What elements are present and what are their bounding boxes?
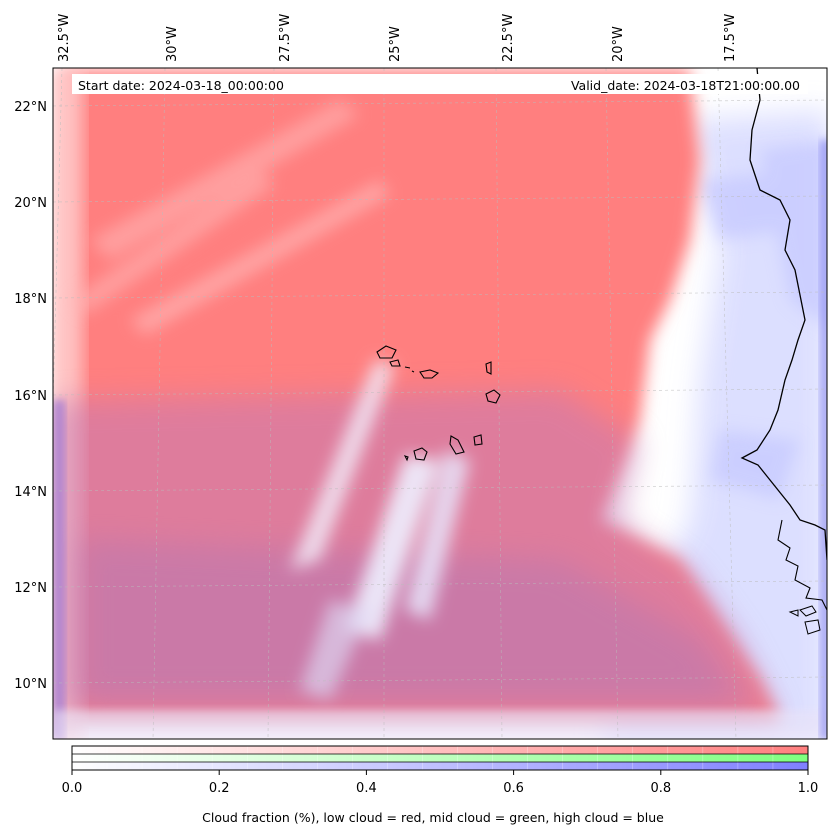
high-cloud-east-strip (820, 140, 827, 739)
lon-tick: 32.5°W (57, 14, 72, 62)
lon-tick: 27.5°W (278, 14, 293, 62)
lon-tick: 22.5°W (501, 14, 516, 62)
meridian-gridline (605, 68, 619, 739)
colorbar-high-cloud (72, 762, 808, 770)
colorbar-ticks: 0.0 0.2 0.4 0.6 0.8 1.0 (62, 770, 819, 796)
cloud-field (53, 68, 827, 739)
cape-verde-islands (376, 345, 501, 462)
gridlines (53, 68, 827, 739)
map-frame (52, 67, 828, 740)
lat-tick: 16°N (14, 389, 47, 404)
low-cloud-streaks (70, 100, 390, 335)
colorbar-frame (71, 745, 809, 771)
africa-coastline (740, 68, 827, 561)
bijagos-islands (788, 605, 821, 635)
lat-tick: 20°N (14, 196, 47, 211)
colorbar-tick-label: 0.4 (356, 781, 377, 796)
colorbar-tick-label: 1.0 (798, 781, 819, 796)
colorbar: 0.0 0.2 0.4 0.6 0.8 1.0 Cloud fraction (%), l… (62, 745, 819, 825)
africa-coastline-south (777, 519, 827, 611)
lon-tick: 20°W (611, 26, 626, 62)
header-box (72, 74, 808, 94)
lat-tick: 12°N (14, 581, 47, 596)
colorbar-tick-label: 0.6 (503, 781, 524, 796)
lat-tick: 14°N (14, 485, 47, 500)
meridian-gridline (717, 68, 737, 739)
colorbar-label: Cloud fraction (%), low cloud = red, mid… (202, 810, 664, 825)
lon-tick: 30°W (165, 26, 180, 62)
lat-tick: 10°N (14, 677, 47, 692)
mixed-cloud-core (80, 540, 740, 700)
lat-tick: 18°N (14, 292, 47, 307)
longitude-labels: 32.5°W 30°W 27.5°W 25°W 22.5°W 20°W 17.5… (57, 14, 738, 62)
colorbar-segments (106, 746, 774, 770)
colorbar-tick-label: 0.2 (209, 781, 230, 796)
bottom-margin (53, 710, 827, 739)
colorbar-tick-label: 0.8 (650, 781, 671, 796)
meridian-gridline (152, 68, 166, 739)
valid-date-label: Valid_date: 2024-03-18T21:00:00.00 (571, 78, 800, 93)
high-cloud-patches (700, 140, 827, 500)
lon-tick: 17.5°W (723, 14, 738, 62)
start-date-label: Start date: 2024-03-18_00:00:00 (78, 78, 284, 93)
meridian-gridline (495, 68, 503, 739)
lat-tick: 22°N (14, 100, 47, 115)
latitude-labels: 22°N 20°N 18°N 16°N 14°N 12°N 10°N (14, 100, 47, 692)
lon-tick: 25°W (388, 26, 403, 62)
high-cloud-west-strip (53, 400, 65, 739)
colorbar-mid-cloud (72, 754, 808, 762)
colorbar-low-cloud (72, 746, 808, 754)
meridian-gridline (267, 68, 275, 739)
colorbar-tick-label: 0.0 (62, 781, 83, 796)
island-wake-trails (290, 360, 470, 700)
